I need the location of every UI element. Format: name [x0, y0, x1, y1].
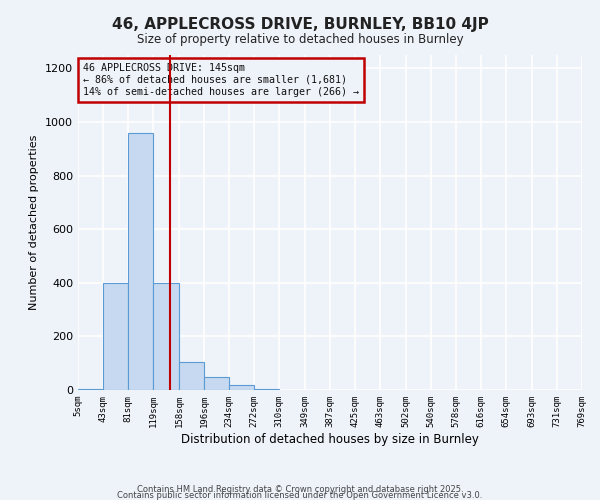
- Bar: [229, 384, 254, 390]
- Text: Contains HM Land Registry data © Crown copyright and database right 2025.: Contains HM Land Registry data © Crown c…: [137, 484, 463, 494]
- Bar: [103, 283, 128, 390]
- Bar: [204, 376, 229, 390]
- Bar: [179, 362, 204, 390]
- Text: 46 APPLECROSS DRIVE: 145sqm
← 86% of detached houses are smaller (1,681)
14% of : 46 APPLECROSS DRIVE: 145sqm ← 86% of det…: [83, 64, 359, 96]
- Bar: [254, 388, 279, 390]
- X-axis label: Distribution of detached houses by size in Burnley: Distribution of detached houses by size …: [181, 432, 479, 446]
- Text: Size of property relative to detached houses in Burnley: Size of property relative to detached ho…: [137, 32, 463, 46]
- Y-axis label: Number of detached properties: Number of detached properties: [29, 135, 40, 310]
- Text: Contains public sector information licensed under the Open Government Licence v3: Contains public sector information licen…: [118, 490, 482, 500]
- Bar: [78, 388, 103, 390]
- Bar: [153, 283, 179, 390]
- Text: 46, APPLECROSS DRIVE, BURNLEY, BB10 4JP: 46, APPLECROSS DRIVE, BURNLEY, BB10 4JP: [112, 18, 488, 32]
- Bar: [128, 132, 153, 390]
